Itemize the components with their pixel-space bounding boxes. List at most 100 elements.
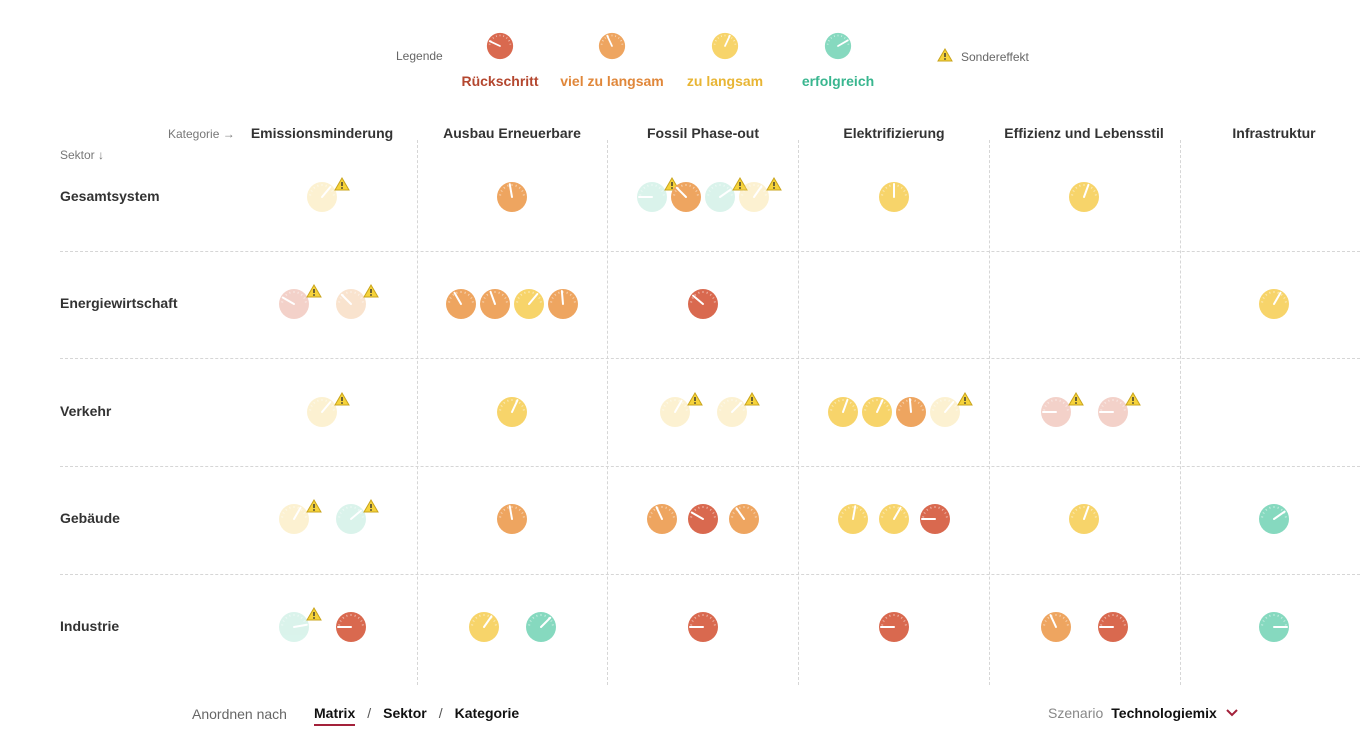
gauge-icon: [824, 32, 852, 65]
arrange-switch: Matrix / Sektor / Kategorie: [314, 705, 519, 726]
arrange-option-kategorie[interactable]: Kategorie: [454, 705, 520, 721]
warning-icon: [305, 284, 322, 298]
indicator-gauge-icon[interactable]: [1040, 392, 1084, 428]
indicator-gauge-icon[interactable]: [525, 611, 557, 643]
warning-icon: [362, 284, 379, 298]
indicator-gauge-icon[interactable]: [306, 392, 350, 428]
row-header: Gebäude: [60, 510, 120, 526]
row-header: Gesamtsystem: [60, 188, 160, 204]
legend-special-label: Sondereffekt: [961, 49, 1029, 64]
warning-icon: [334, 177, 350, 191]
indicator-gauge-icon[interactable]: [468, 611, 500, 643]
indicator-gauge-icon[interactable]: [1258, 611, 1290, 643]
indicator-gauge-icon[interactable]: [547, 288, 579, 320]
indicator-gauge-icon[interactable]: [278, 499, 322, 535]
column-header: Fossil Phase-out: [646, 125, 760, 141]
arrange-separator: /: [367, 705, 372, 721]
column-header: Ausbau Erneuerbare: [443, 125, 581, 141]
indicator-gauge-icon[interactable]: [687, 503, 719, 535]
chevron-down-icon[interactable]: [1225, 708, 1239, 718]
indicator-gauge-icon[interactable]: [919, 503, 951, 535]
scenario-selector[interactable]: Szenario Technologiemix: [1048, 705, 1239, 721]
column-header: Effizienz und Lebensstil: [1004, 125, 1164, 141]
warning-icon: [937, 48, 953, 65]
indicator-gauge-icon[interactable]: [646, 503, 678, 535]
indicator-gauge-icon[interactable]: [1097, 611, 1129, 643]
row-divider: [60, 251, 1360, 252]
indicator-gauge-icon[interactable]: [335, 611, 367, 643]
warning-icon: [305, 499, 322, 513]
warning-icon: [957, 392, 973, 406]
arrange-separator: /: [438, 705, 443, 721]
sector-axis-hint: Sektor ↓: [60, 148, 105, 162]
indicator-gauge-icon[interactable]: [895, 396, 927, 428]
scenario-value[interactable]: Technologiemix: [1111, 705, 1217, 721]
warning-icon: [743, 392, 760, 406]
legend-item-rueck: Rückschritt: [430, 32, 570, 89]
arrange-label: Anordnen nach: [192, 706, 287, 722]
legend-item-zu: zu langsam: [655, 32, 795, 89]
warning-icon: [686, 392, 703, 406]
legend-item-viel: viel zu langsam: [542, 32, 682, 89]
indicator-gauge-icon[interactable]: [878, 611, 910, 643]
indicator-gauge-icon[interactable]: [738, 177, 782, 213]
indicator-gauge-icon[interactable]: [929, 392, 973, 428]
legend-label: zu langsam: [686, 73, 764, 89]
indicator-gauge-icon[interactable]: [479, 288, 511, 320]
legend-label: viel zu langsam: [560, 73, 664, 89]
column-divider: [1180, 140, 1181, 685]
indicator-gauge-icon[interactable]: [496, 181, 528, 213]
indicator-gauge-icon[interactable]: [278, 607, 322, 643]
indicator-gauge-icon[interactable]: [861, 396, 893, 428]
row-divider: [60, 466, 1360, 467]
indicator-gauge-icon[interactable]: [335, 284, 379, 320]
gauge-icon: [711, 32, 739, 65]
row-divider: [60, 358, 1360, 359]
indicator-gauge-icon[interactable]: [513, 288, 545, 320]
indicator-gauge-icon[interactable]: [1258, 503, 1290, 535]
indicator-gauge-icon[interactable]: [1068, 503, 1100, 535]
legend-label: erfolgreich: [801, 73, 875, 89]
legend-item-erf: erfolgreich: [768, 32, 908, 89]
arrange-option-sektor[interactable]: Sektor: [383, 705, 427, 721]
indicator-gauge-icon[interactable]: [496, 396, 528, 428]
indicator-gauge-icon[interactable]: [659, 392, 703, 428]
scenario-label: Szenario: [1048, 705, 1104, 721]
indicator-gauge-icon[interactable]: [496, 503, 528, 535]
indicator-gauge-icon[interactable]: [1258, 288, 1290, 320]
warning-icon: [1067, 392, 1084, 406]
column-header: Emissionsminderung: [250, 125, 394, 141]
indicator-gauge-icon[interactable]: [306, 177, 350, 213]
column-divider: [417, 140, 418, 685]
row-header: Verkehr: [60, 403, 112, 419]
category-axis-hint: Kategorie →: [168, 127, 235, 141]
indicator-gauge-icon[interactable]: [335, 499, 379, 535]
indicator-gauge-icon[interactable]: [1068, 181, 1100, 213]
column-divider: [989, 140, 990, 685]
legend-special-effect: Sondereffekt: [937, 48, 1029, 65]
row-divider: [60, 574, 1360, 575]
indicator-gauge-icon[interactable]: [837, 503, 869, 535]
indicator-gauge-icon[interactable]: [445, 288, 477, 320]
indicator-gauge-icon[interactable]: [1040, 611, 1072, 643]
legend-title: Legende: [396, 49, 443, 63]
indicator-gauge-icon[interactable]: [278, 284, 322, 320]
indicator-gauge-icon[interactable]: [1097, 392, 1141, 428]
arrange-option-matrix[interactable]: Matrix: [314, 705, 356, 726]
indicator-gauge-icon[interactable]: [636, 177, 680, 213]
indicator-gauge-icon[interactable]: [827, 396, 859, 428]
column-header: Elektrifizierung: [843, 125, 945, 141]
column-header: Infrastruktur: [1232, 125, 1316, 141]
indicator-gauge-icon[interactable]: [704, 177, 748, 213]
warning-icon: [334, 392, 350, 406]
indicator-gauge-icon[interactable]: [878, 503, 910, 535]
indicator-gauge-icon[interactable]: [670, 181, 702, 213]
warning-icon: [1124, 392, 1141, 406]
indicator-gauge-icon[interactable]: [728, 503, 760, 535]
indicator-gauge-icon[interactable]: [878, 181, 910, 213]
indicator-gauge-icon[interactable]: [687, 288, 719, 320]
column-divider: [798, 140, 799, 685]
row-header: Industrie: [60, 618, 120, 634]
indicator-gauge-icon[interactable]: [716, 392, 760, 428]
indicator-gauge-icon[interactable]: [687, 611, 719, 643]
